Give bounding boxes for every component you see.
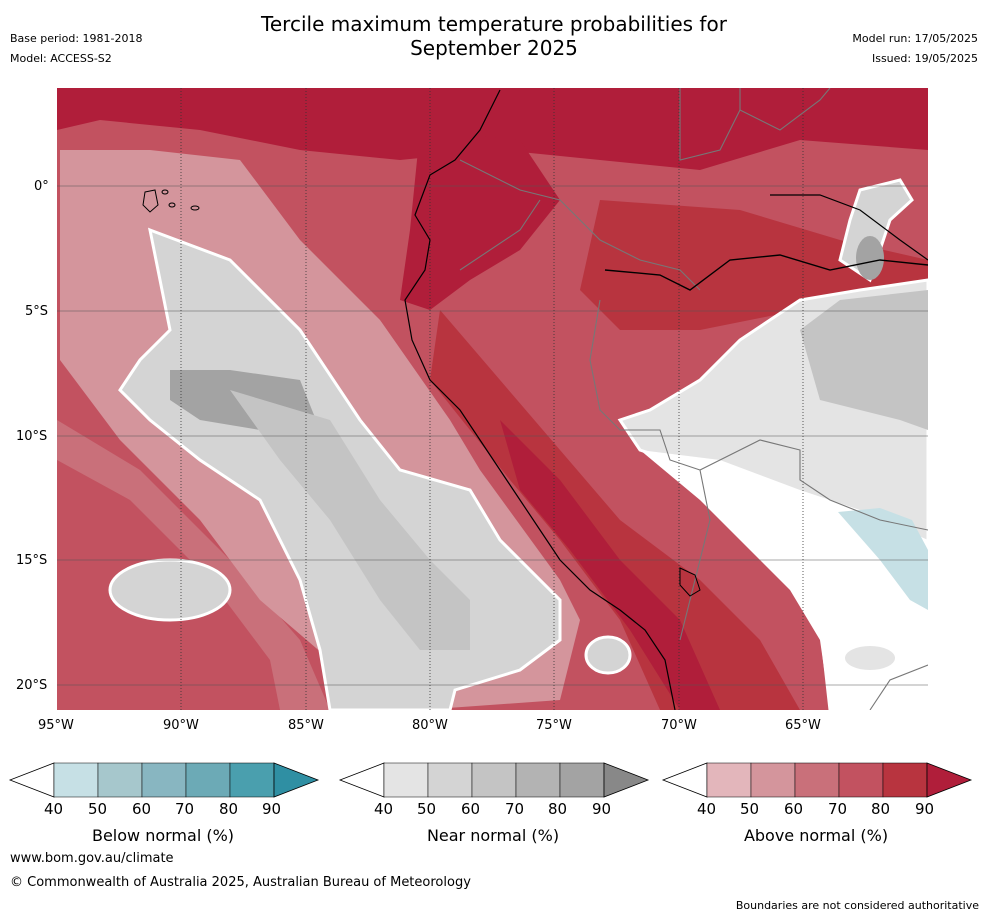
cb0-tick-40: 40	[44, 800, 64, 818]
lon-label-85w: 85°W	[288, 718, 324, 733]
colorbar-label-near: Near normal (%)	[426, 826, 560, 845]
lat-label-0: 0°	[34, 179, 49, 194]
lat-label-5s: 5°S	[25, 304, 49, 319]
map-title: Tercile maximum temperature probabilitie…	[261, 12, 727, 60]
lat-label-10s: 10°S	[16, 429, 48, 444]
colorbar-segment	[185, 762, 231, 798]
base-period: Base period: 1981-2018	[10, 32, 143, 45]
colorbar-label-above: Above normal (%)	[743, 826, 889, 845]
colorbar-segment	[559, 762, 605, 798]
cb2-tick-90: 90	[915, 800, 935, 818]
colorbar-segment	[53, 762, 99, 798]
model-run: Model run: 17/05/2025	[852, 32, 978, 45]
meta-right: Model run: 17/05/2025 Issued: 19/05/2025	[852, 29, 978, 69]
colorbar-segment	[471, 762, 517, 798]
cb2-tick-80: 80	[871, 800, 891, 818]
colorbar-segment	[97, 762, 143, 798]
colorbar-segment	[141, 762, 187, 798]
cb0-tick-70: 70	[175, 800, 195, 818]
lat-label-20s: 20°S	[16, 678, 48, 693]
galapagos-islands	[142, 189, 200, 213]
amazon-river	[604, 254, 928, 291]
colorbar-segment	[229, 762, 275, 798]
footer-url[interactable]: www.bom.gov.au/climate	[10, 851, 174, 866]
lon-label-75w: 75°W	[536, 718, 572, 733]
colorbar-extend-high	[273, 762, 320, 798]
cb1-tick-60: 60	[461, 800, 481, 818]
footer-note: Boundaries are not considered authoritat…	[735, 899, 979, 912]
cb2-tick-50: 50	[740, 800, 760, 818]
colorbars	[8, 762, 973, 798]
cb1-tick-70: 70	[505, 800, 525, 818]
colorbar-segment	[794, 762, 840, 798]
colorbar-label-below: Below normal (%)	[91, 826, 235, 845]
colorbar-segment	[383, 762, 429, 798]
lon-label-90w: 90°W	[163, 718, 199, 733]
cb1-tick-80: 80	[548, 800, 568, 818]
colorbar-segment	[882, 762, 928, 798]
colorbar-extend-low	[8, 762, 55, 798]
cb1-tick-50: 50	[417, 800, 437, 818]
colorbar-extend-high	[603, 762, 650, 798]
lon-label-70w: 70°W	[661, 718, 697, 733]
colorbar-extend-low	[661, 762, 708, 798]
colorbar-extend-low	[338, 762, 385, 798]
colorbar-segment	[515, 762, 561, 798]
cb2-tick-70: 70	[828, 800, 848, 818]
map-area	[57, 88, 928, 710]
borders	[459, 88, 928, 710]
cb1-tick-40: 40	[374, 800, 394, 818]
model-name: Model: ACCESS-S2	[10, 52, 112, 65]
cb2-tick-60: 60	[784, 800, 804, 818]
lon-label-95w: 95°W	[38, 718, 74, 733]
cb0-tick-50: 50	[88, 800, 108, 818]
lon-label-65w: 65°W	[785, 718, 821, 733]
lon-label-80w: 80°W	[412, 718, 448, 733]
footer-copyright: © Commonwealth of Australia 2025, Austra…	[10, 875, 471, 890]
colorbar-extend-high	[926, 762, 973, 798]
colorbar-segment	[427, 762, 473, 798]
graticule	[57, 185, 928, 686]
coastline	[404, 89, 676, 710]
colorbar-above-normal	[661, 762, 973, 798]
colorbar-segment	[838, 762, 884, 798]
meta-left: Base period: 1981-2018 Model: ACCESS-S2	[10, 29, 142, 69]
cb0-tick-80: 80	[219, 800, 239, 818]
colorbar-below-normal	[8, 762, 320, 798]
cb1-tick-90: 90	[592, 800, 612, 818]
colorbar-ticks: 40 50 60 70 80 90 40 50 60 70 80 90 40 5…	[0, 800, 988, 824]
cb2-tick-40: 40	[697, 800, 717, 818]
colorbar-segment	[750, 762, 796, 798]
cb0-tick-60: 60	[132, 800, 152, 818]
colorbar-near-normal	[338, 762, 650, 798]
colorbar-segment	[706, 762, 752, 798]
issued-date: Issued: 19/05/2025	[871, 52, 978, 65]
lake-titicaca	[679, 567, 701, 597]
cb0-tick-90: 90	[262, 800, 282, 818]
lat-label-15s: 15°S	[16, 553, 48, 568]
